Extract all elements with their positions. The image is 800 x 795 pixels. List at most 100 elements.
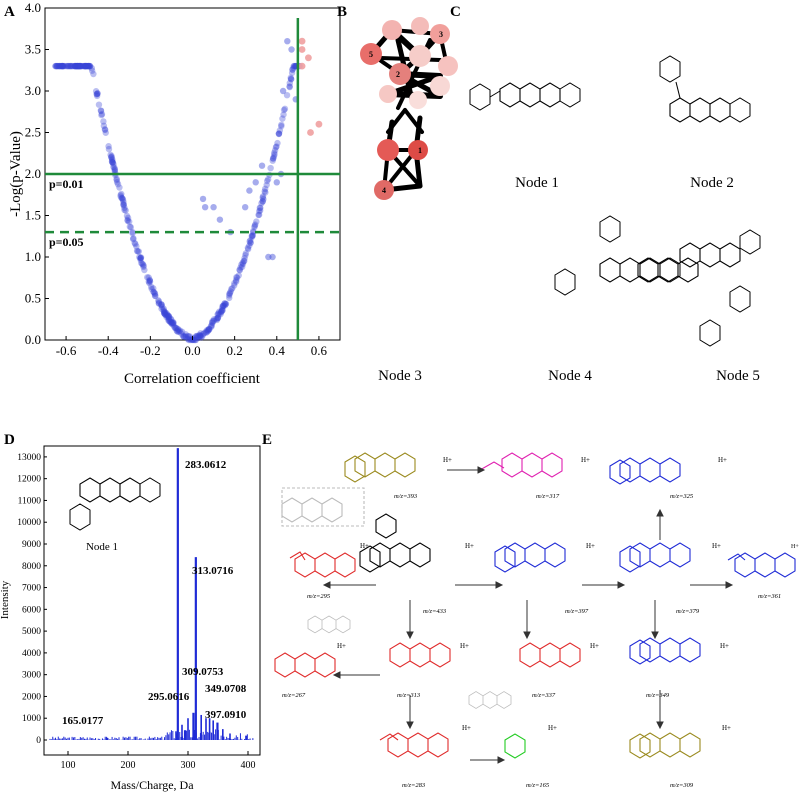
- x-tick-label: 0.0: [184, 343, 200, 358]
- data-point: [93, 92, 101, 100]
- data-point: [158, 303, 166, 311]
- data-point: [195, 334, 202, 342]
- data-point: [169, 319, 177, 327]
- data-point: [64, 62, 71, 70]
- data-point: [52, 62, 59, 70]
- data-point: [129, 228, 136, 236]
- data-point: [241, 257, 248, 265]
- data-point: [111, 164, 118, 171]
- data-point: [208, 319, 216, 326]
- data-point: [202, 328, 210, 335]
- data-point: [93, 91, 100, 98]
- data-point: [161, 309, 169, 316]
- fragment-317-structure: [479, 452, 563, 478]
- data-point: [160, 308, 168, 315]
- fragment-label-313: m/z=313: [397, 692, 421, 699]
- data-point: [182, 331, 189, 338]
- data-point: [158, 301, 165, 308]
- significant-point: [298, 46, 306, 53]
- data-point: [176, 327, 184, 334]
- data-point: [208, 323, 215, 330]
- data-point: [227, 288, 234, 295]
- data-point: [252, 221, 259, 228]
- data-point: [72, 62, 80, 70]
- x-tick-label: 0.2: [227, 343, 243, 358]
- data-point: [56, 62, 64, 70]
- faded-intermediates: [281, 487, 512, 709]
- data-point: [206, 326, 213, 333]
- data-point: [291, 62, 298, 70]
- data-point: [219, 306, 226, 314]
- data-point: [93, 90, 101, 98]
- data-point: [248, 232, 255, 240]
- ms-axes: 100 200 300 4000100020003000400050006000700…: [17, 453, 255, 771]
- x-tick-label: -0.2: [140, 343, 161, 358]
- data-point: [275, 130, 283, 138]
- data-point: [173, 327, 180, 334]
- data-point: [180, 333, 188, 340]
- data-point: [208, 321, 215, 329]
- volcano-points: [52, 37, 323, 344]
- data-point: [288, 46, 295, 53]
- data-point: [258, 162, 266, 169]
- data-point: [59, 62, 66, 70]
- panel-letter-b: B: [337, 4, 347, 20]
- data-point: [163, 311, 171, 318]
- ms-x-label: Mass/Charge, Da: [110, 778, 194, 792]
- threshold-label: p=0.01: [49, 177, 84, 191]
- significant-point: [304, 54, 312, 62]
- panel-letter-e: E: [262, 432, 272, 448]
- y-tick-label: 1.5: [25, 208, 41, 223]
- ms-inset-structure: [69, 477, 161, 531]
- data-point: [184, 333, 192, 340]
- network-node: [409, 91, 427, 109]
- data-point: [221, 300, 228, 307]
- fragment-label-397: m/z=397: [565, 608, 589, 615]
- data-point: [273, 179, 280, 186]
- data-point: [250, 228, 257, 236]
- data-point: [102, 129, 109, 136]
- data-point: [168, 318, 175, 326]
- data-point: [198, 334, 205, 341]
- data-point: [165, 317, 172, 324]
- data-point: [275, 130, 283, 137]
- data-point: [107, 151, 114, 159]
- data-point: [58, 62, 65, 70]
- data-point: [58, 62, 65, 70]
- data-point: [124, 214, 132, 222]
- data-point: [133, 243, 140, 250]
- data-point: [200, 329, 208, 337]
- data-point: [231, 279, 238, 287]
- data-point: [241, 204, 249, 211]
- data-point: [186, 335, 193, 343]
- peak-label: 397.0910: [205, 709, 247, 721]
- data-point: [120, 198, 127, 206]
- data-point: [222, 300, 230, 307]
- data-point: [108, 154, 115, 161]
- data-point: [71, 62, 79, 70]
- significant-point: [298, 37, 306, 45]
- data-point: [178, 328, 186, 335]
- data-point: [239, 259, 246, 266]
- data-point: [205, 325, 213, 333]
- fragment-label-317: m/z=317: [536, 493, 560, 500]
- data-point: [219, 302, 227, 310]
- charge-label: H+: [465, 542, 474, 550]
- data-point: [170, 319, 177, 327]
- data-point: [279, 115, 286, 122]
- data-point: [197, 332, 204, 340]
- network-node: [430, 76, 450, 96]
- data-point: [195, 333, 202, 340]
- data-point: [200, 330, 207, 338]
- data-point: [100, 118, 107, 125]
- data-point: [161, 310, 168, 317]
- data-point: [105, 143, 112, 150]
- data-point: [184, 335, 192, 343]
- data-point: [236, 266, 243, 273]
- significant-point: [315, 120, 323, 128]
- fragment-label-433: m/z=433: [423, 608, 447, 615]
- data-point: [82, 62, 90, 70]
- data-point: [260, 195, 267, 203]
- data-point: [278, 121, 285, 128]
